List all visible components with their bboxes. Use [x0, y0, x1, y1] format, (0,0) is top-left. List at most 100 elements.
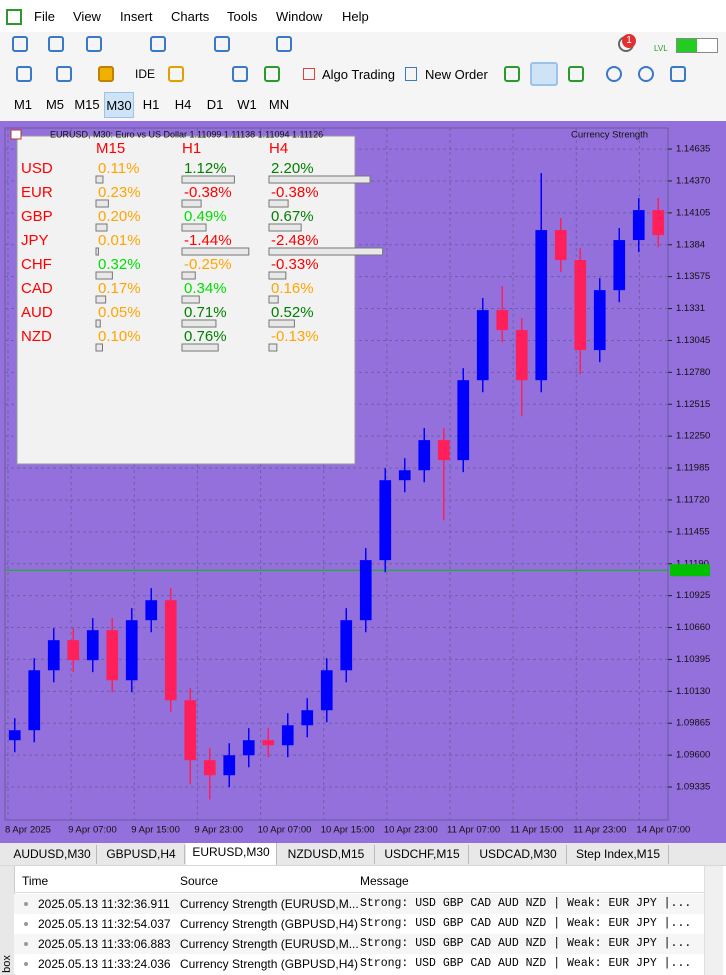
panel-column: M15: [96, 140, 125, 157]
line-tool[interactable]: [86, 36, 102, 52]
timeframe-button[interactable]: M1: [13, 97, 33, 112]
candle-body: [437, 440, 450, 461]
candle-body: [632, 210, 645, 241]
fib-tool[interactable]: [214, 36, 230, 52]
candle-chart[interactable]: [530, 62, 558, 86]
strength-bar: [95, 223, 108, 232]
indicator-name: Currency Strength: [571, 130, 648, 141]
menu-item[interactable]: Charts: [171, 9, 210, 24]
log-side-label: box: [0, 955, 13, 973]
timeframe-button[interactable]: H1: [142, 97, 160, 112]
strength-value: 0.17%: [98, 280, 141, 297]
candle-body: [398, 470, 411, 481]
timeframe-button[interactable]: D1: [206, 97, 224, 112]
ide-button[interactable]: IDE: [135, 67, 156, 81]
timeframe-button[interactable]: M5: [45, 97, 65, 112]
market[interactable]: [98, 66, 114, 82]
strength-bar: [181, 343, 219, 352]
algo-trading[interactable]: Algo Trading: [322, 67, 395, 82]
candle-body: [457, 380, 470, 461]
candle-body: [418, 440, 431, 471]
chart-type[interactable]: [16, 66, 32, 82]
strength-bar: [95, 175, 104, 184]
strength-value: 0.76%: [184, 328, 227, 345]
shapes-tool[interactable]: [276, 36, 292, 52]
zoom-in[interactable]: [606, 66, 622, 82]
indicators[interactable]: [56, 66, 72, 82]
y-tick-label: 1.1331: [676, 303, 705, 314]
log-row[interactable]: [14, 894, 704, 914]
line-chart[interactable]: [568, 66, 584, 82]
strength-bar: [181, 271, 196, 280]
candle-body: [67, 640, 80, 661]
strength-bar: [181, 319, 217, 328]
plot-frame: [4, 127, 669, 821]
panel-currency: CAD: [21, 280, 53, 297]
strength-value: -0.25%: [184, 256, 232, 273]
log-row[interactable]: [14, 914, 704, 934]
zoom-out[interactable]: [638, 66, 654, 82]
cloud[interactable]: [232, 66, 248, 82]
cursor-tool[interactable]: [12, 36, 28, 52]
log-header[interactable]: Message: [360, 874, 409, 888]
strength-value: -2.48%: [271, 232, 319, 249]
log-row[interactable]: [14, 954, 704, 974]
x-tick-label: 9 Apr 23:00: [194, 825, 243, 836]
timeframe-button[interactable]: W1: [237, 97, 257, 112]
chart-tab[interactable]: AUDUSD,M30: [8, 845, 97, 864]
tile[interactable]: [670, 66, 686, 82]
crosshair-tool[interactable]: [48, 36, 64, 52]
candle-body: [535, 230, 548, 381]
strength-value: 0.32%: [98, 256, 141, 273]
timeframe-button[interactable]: H4: [174, 97, 192, 112]
strength-value: 0.34%: [184, 280, 227, 297]
menu-item[interactable]: Insert: [120, 9, 153, 24]
strength-value: 0.52%: [271, 304, 314, 321]
strength-bar: [268, 295, 279, 304]
x-tick-label: 11 Apr 23:00: [573, 825, 626, 836]
y-tick-label: 1.13575: [676, 271, 710, 282]
candle-body: [613, 240, 626, 291]
x-tick-label: 9 Apr 15:00: [131, 825, 180, 836]
log-header[interactable]: Time: [22, 874, 49, 888]
store[interactable]: [168, 66, 184, 82]
strength-value: 2.20%: [271, 160, 314, 177]
y-tick-label: 1.11455: [676, 526, 710, 537]
menu-item[interactable]: Help: [342, 9, 369, 24]
bar-chart[interactable]: [504, 66, 520, 82]
trend-tool[interactable]: [150, 36, 166, 52]
panel-currency: NZD: [21, 328, 52, 345]
candle-body: [47, 640, 60, 671]
chart-tab[interactable]: EURUSD,M30: [186, 843, 277, 865]
timeframe-button[interactable]: MN: [268, 97, 290, 112]
x-tick-label: 11 Apr 15:00: [510, 825, 563, 836]
chart-tab[interactable]: USDCAD,M30: [470, 845, 567, 864]
chart-tab[interactable]: GBPUSD,H4: [98, 845, 185, 864]
scrollbar[interactable]: [704, 866, 723, 975]
y-tick-label: 1.10925: [676, 590, 710, 601]
chart-tab[interactable]: Step Index,M15: [568, 845, 669, 864]
chart-tab[interactable]: USDCHF,M15: [376, 845, 469, 864]
menu-item[interactable]: File: [34, 9, 55, 24]
menu-item[interactable]: Window: [276, 9, 323, 24]
candle-body: [106, 630, 119, 681]
timeframe-button[interactable]: M30: [104, 92, 134, 118]
candle-body: [125, 620, 138, 681]
row-dot: [24, 942, 28, 946]
strength-value: -0.38%: [184, 184, 232, 201]
chart-tab[interactable]: NZDUSD,M15: [278, 845, 375, 864]
menu-item[interactable]: View: [73, 9, 101, 24]
candle-body: [496, 310, 509, 331]
menu-item[interactable]: Tools: [227, 9, 258, 24]
log-header[interactable]: Source: [180, 874, 219, 888]
timeframe-button[interactable]: M15: [74, 97, 100, 112]
strength-bar: [181, 175, 235, 184]
strength-value: -0.38%: [271, 184, 319, 201]
y-tick-label: 1.11985: [676, 463, 710, 474]
candle-body: [164, 600, 177, 701]
vps[interactable]: [264, 66, 280, 82]
panel-column: H4: [269, 140, 288, 157]
strength-value: 0.71%: [184, 304, 227, 321]
log-row[interactable]: [14, 934, 704, 954]
new-order[interactable]: New Order: [425, 67, 488, 82]
